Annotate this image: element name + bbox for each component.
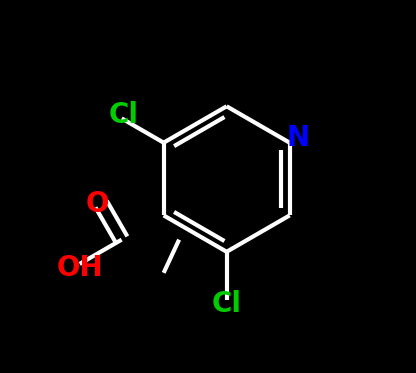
Text: N: N (286, 124, 309, 152)
Text: OH: OH (56, 254, 103, 282)
Text: Cl: Cl (109, 101, 139, 129)
Text: Cl: Cl (212, 290, 242, 318)
Text: O: O (86, 190, 109, 218)
